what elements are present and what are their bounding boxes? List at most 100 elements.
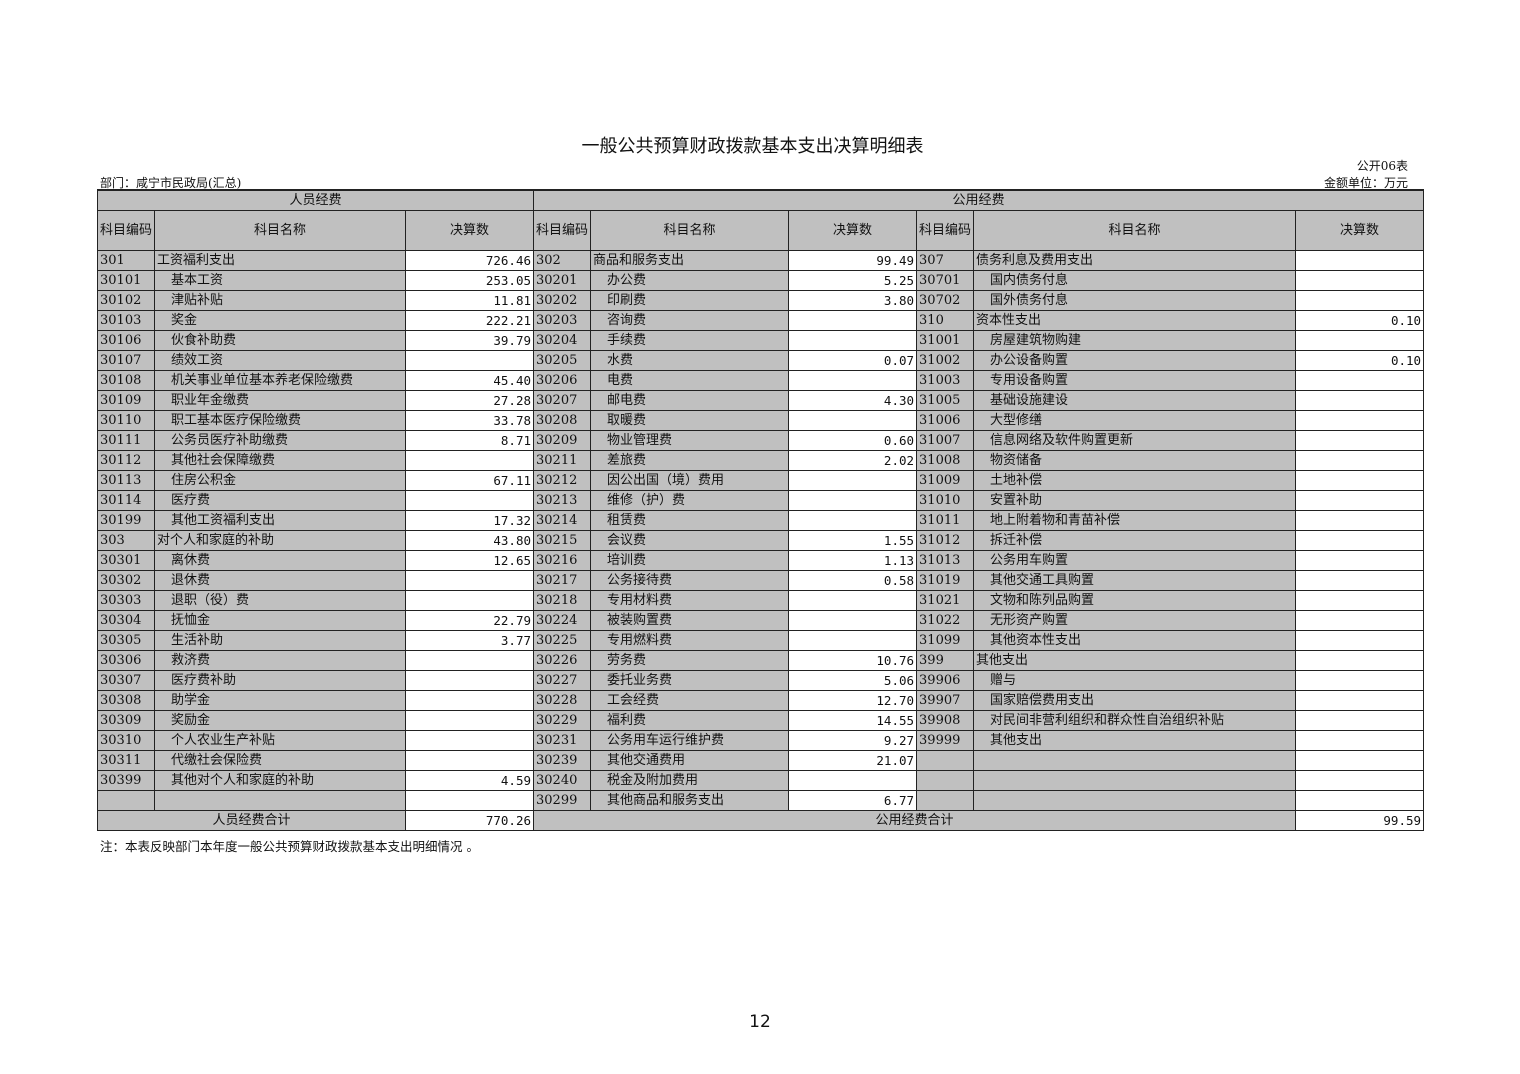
cell-amount xyxy=(405,570,535,591)
cell-amount: 12.65 xyxy=(405,550,535,571)
page-title: 一般公共预算财政拨款基本支出决算明细表 xyxy=(581,136,924,157)
cell-amount xyxy=(405,730,535,751)
cell-name: 离休费 xyxy=(154,550,407,571)
cell-amount xyxy=(788,410,918,431)
cell-amount xyxy=(1295,530,1425,551)
cell-name: 地上附着物和青苗补偿 xyxy=(973,510,1297,531)
cell-amount xyxy=(788,610,918,631)
cell-name: 退休费 xyxy=(154,570,407,591)
cell-name: 国家赔偿费用支出 xyxy=(973,690,1297,711)
table-row: 30399 其他对个人和家庭的补助 4.59 30240 税金及附加费用 xyxy=(96,770,1425,791)
cell-amount: 0.10 xyxy=(1295,350,1425,371)
header-amount: 决算数 xyxy=(788,210,918,251)
cell-code: 399 xyxy=(916,650,975,671)
cell-name: 奖金 xyxy=(154,310,407,331)
cell-amount: 27.28 xyxy=(405,390,535,411)
cell-code: 30240 xyxy=(533,770,592,791)
cell-name: 委托业务费 xyxy=(590,670,790,691)
cell-name: 大型修缮 xyxy=(973,410,1297,431)
cell-code: 30216 xyxy=(533,550,592,571)
public-total-value: 99.59 xyxy=(1295,810,1425,831)
cell-code: 30308 xyxy=(96,690,156,711)
cell-name: 其他交通费用 xyxy=(590,750,790,771)
cell-name: 专用设备购置 xyxy=(973,370,1297,391)
cell-name: 差旅费 xyxy=(590,450,790,471)
cell-code: 30310 xyxy=(96,730,156,751)
cell-name: 培训费 xyxy=(590,550,790,571)
cell-amount: 10.76 xyxy=(788,650,918,671)
cell-amount xyxy=(1295,470,1425,491)
table-row: 30111 公务员医疗补助缴费 8.71 30209 物业管理费 0.60 31007 信息网… xyxy=(96,430,1425,451)
table-row: 30307 医疗费补助 30227 委托业务费 5.06 39906 赠与 xyxy=(96,670,1425,691)
cell-name: 奖励金 xyxy=(154,710,407,731)
cell-code xyxy=(916,790,975,811)
cell-code: 302 xyxy=(533,250,592,271)
cell-code: 31013 xyxy=(916,550,975,571)
cell-amount xyxy=(1295,790,1425,811)
cell-amount xyxy=(1295,330,1425,351)
cell-name: 物资储备 xyxy=(973,450,1297,471)
cell-code: 31002 xyxy=(916,350,975,371)
table-row: 30304 抚恤金 22.79 30224 被装购置费 31022 无形资产购置 xyxy=(96,610,1425,631)
footnote: 注：本表反映部门本年度一般公共预算财政拨款基本支出明细情况 。 xyxy=(100,839,479,854)
cell-code: 39908 xyxy=(916,710,975,731)
table-row: 30199 其他工资福利支出 17.32 30214 租赁费 31011 地上附着物和青苗补… xyxy=(96,510,1425,531)
expenditure-table: 人员经费 公用经费 科目编码 科目名称 决算数 科目编码 科目名称 决算数 科目… xyxy=(96,189,1425,831)
cell-code: 30301 xyxy=(96,550,156,571)
table-row: 30309 奖励金 30229 福利费 14.55 39908 对民间非营利组织和群众性自治… xyxy=(96,710,1425,731)
cell-amount xyxy=(1295,450,1425,471)
cell-name xyxy=(973,790,1297,811)
cell-code: 31008 xyxy=(916,450,975,471)
cell-code: 30203 xyxy=(533,310,592,331)
table-row: 30302 退休费 30217 公务接待费 0.58 31019 其他交通工具购置 xyxy=(96,570,1425,591)
cell-amount xyxy=(1295,510,1425,531)
cell-amount: 0.10 xyxy=(1295,310,1425,331)
table-row: 30103 奖金 222.21 30203 咨询费 310 资本性支出 0.10 xyxy=(96,310,1425,331)
cell-code: 30311 xyxy=(96,750,156,771)
cell-code: 31022 xyxy=(916,610,975,631)
cell-amount xyxy=(1295,770,1425,791)
cell-code: 30108 xyxy=(96,370,156,391)
cell-code: 30208 xyxy=(533,410,592,431)
cell-amount xyxy=(405,490,535,511)
cell-amount: 14.55 xyxy=(788,710,918,731)
cell-code: 30109 xyxy=(96,390,156,411)
cell-amount: 22.79 xyxy=(405,610,535,631)
cell-name: 被装购置费 xyxy=(590,610,790,631)
cell-code: 31011 xyxy=(916,510,975,531)
cell-name: 其他交通工具购置 xyxy=(973,570,1297,591)
cell-name: 债务利息及费用支出 xyxy=(973,250,1297,271)
cell-name: 代缴社会保险费 xyxy=(154,750,407,771)
table-row: 30310 个人农业生产补贴 30231 公务用车运行维护费 9.27 39999 其他支出 xyxy=(96,730,1425,751)
cell-code: 39999 xyxy=(916,730,975,751)
cell-name: 对个人和家庭的补助 xyxy=(154,530,407,551)
table-row: 301 工资福利支出 726.46 302 商品和服务支出 99.49 307 债务利息及费用… xyxy=(96,250,1425,271)
cell-name: 职工基本医疗保险缴费 xyxy=(154,410,407,431)
cell-code: 31009 xyxy=(916,470,975,491)
table-row: 30109 职业年金缴费 27.28 30207 邮电费 4.30 31005 基础设施建设 xyxy=(96,390,1425,411)
cell-name: 公务员医疗补助缴费 xyxy=(154,430,407,451)
table-row: 30113 住房公积金 67.11 30212 因公出国（境）费用 31009 土地补偿 xyxy=(96,470,1425,491)
cell-amount xyxy=(788,630,918,651)
cell-amount xyxy=(405,690,535,711)
cell-amount xyxy=(405,790,535,811)
cell-name xyxy=(154,790,407,811)
cell-code: 30107 xyxy=(96,350,156,371)
cell-name: 水费 xyxy=(590,350,790,371)
cell-code: 31012 xyxy=(916,530,975,551)
cell-amount: 253.05 xyxy=(405,270,535,291)
cell-name: 机关事业单位基本养老保险缴费 xyxy=(154,370,407,391)
cell-name: 专用材料费 xyxy=(590,590,790,611)
cell-code: 307 xyxy=(916,250,975,271)
cell-code: 30207 xyxy=(533,390,592,411)
unit-label: 金额单位：万元 xyxy=(1323,176,1408,190)
cell-name: 劳务费 xyxy=(590,650,790,671)
cell-code: 30306 xyxy=(96,650,156,671)
cell-name: 基本工资 xyxy=(154,270,407,291)
cell-name: 安置补助 xyxy=(973,490,1297,511)
cell-amount: 6.77 xyxy=(788,790,918,811)
cell-name: 职业年金缴费 xyxy=(154,390,407,411)
cell-name: 助学金 xyxy=(154,690,407,711)
cell-amount xyxy=(405,590,535,611)
cell-code: 30205 xyxy=(533,350,592,371)
